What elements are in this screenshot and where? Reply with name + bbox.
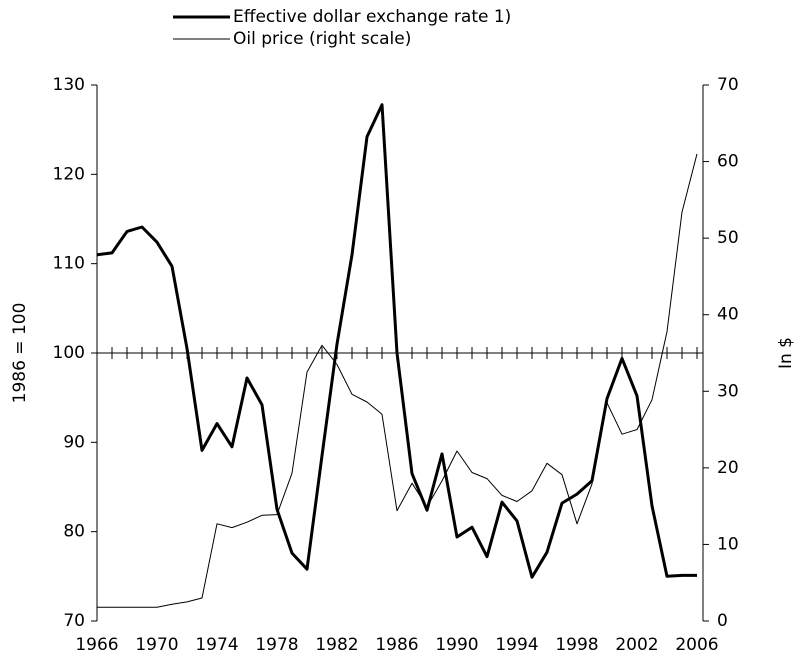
series-line [97,153,698,608]
y2-tick-label: 40 [717,305,739,325]
y2-tick-label: 10 [717,534,739,554]
y-tick-label: 70 [63,611,85,631]
y-tick-label: 100 [53,343,85,363]
series-line [96,103,697,579]
y2-tick-label: 50 [717,228,739,248]
y2-tick-label: 70 [717,75,739,95]
y-tick-label: 90 [63,432,85,452]
y2-tick-label: 30 [717,381,739,401]
x-tick-label: 1970 [135,635,178,655]
y-tick-label: 110 [53,254,85,274]
x-tick-label: 1998 [555,635,598,655]
x-tick-label: 1982 [315,635,358,655]
y2-tick-label: 20 [717,458,739,478]
x-tick-label: 1994 [495,635,538,655]
x-tick-label: 2002 [615,635,658,655]
x-tick-label: 1986 [375,635,418,655]
x-tick-label: 1990 [435,635,478,655]
y2-tick-label: 60 [717,152,739,172]
y2-axis-title: In $ [776,337,796,369]
y-tick-label: 130 [53,75,85,95]
x-tick-label: 1974 [195,635,238,655]
x-tick-label: 2006 [675,635,718,655]
y-tick-label: 80 [63,522,85,542]
x-tick-label: 1978 [255,635,298,655]
y-axis-title: 1986 = 100 [10,303,30,404]
y2-tick-label: 0 [717,611,728,631]
legend-label: Effective dollar exchange rate 1) [233,7,511,27]
legend-label: Oil price (right scale) [233,29,411,49]
x-tick-label: 1966 [75,635,118,655]
y-tick-label: 120 [53,164,85,184]
